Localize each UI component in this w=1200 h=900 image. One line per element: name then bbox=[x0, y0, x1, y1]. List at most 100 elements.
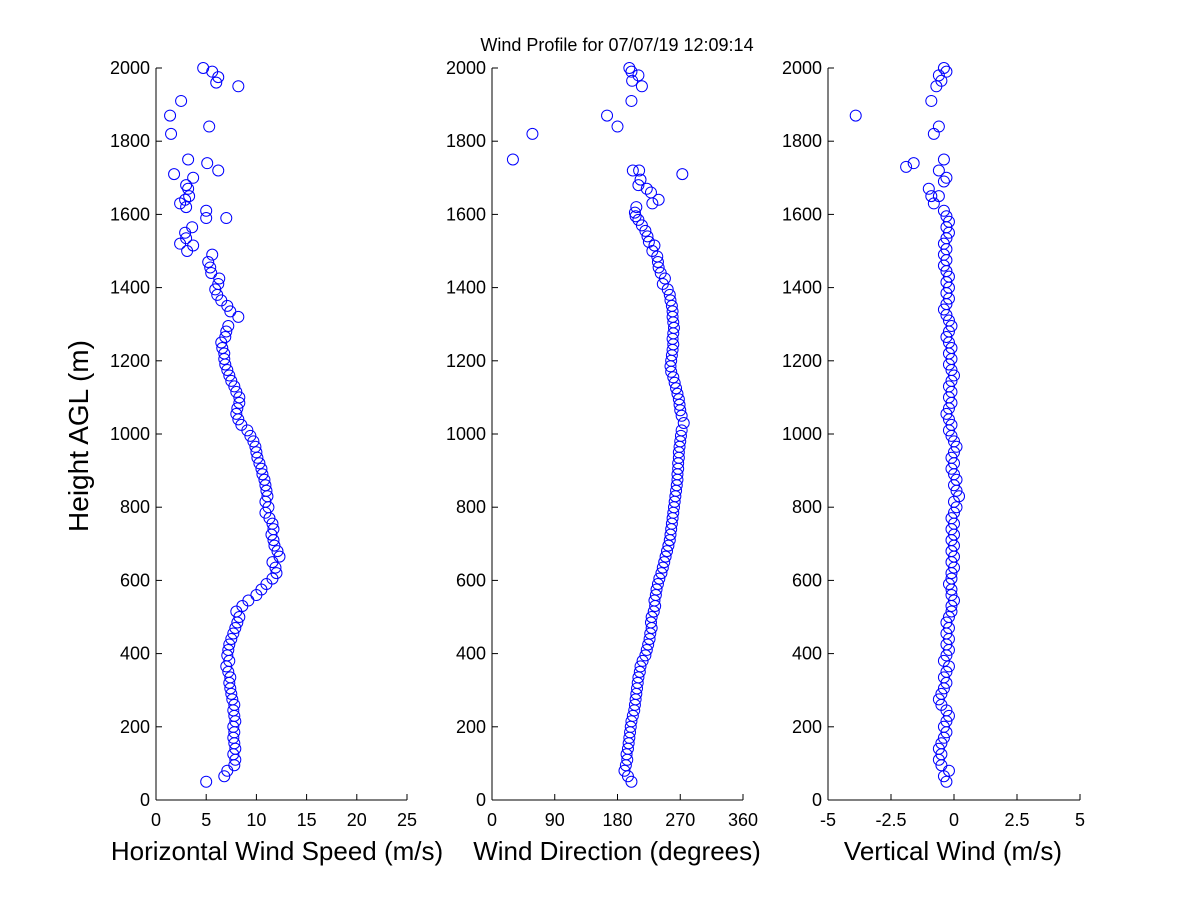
data-point bbox=[229, 621, 242, 634]
data-point bbox=[942, 709, 955, 722]
data-point bbox=[213, 272, 226, 285]
data-point bbox=[634, 173, 647, 186]
data-point bbox=[651, 255, 664, 268]
data-point bbox=[676, 168, 689, 181]
data-point bbox=[200, 204, 213, 217]
y-tick-label: 0 bbox=[476, 790, 486, 810]
y-tick-label: 1000 bbox=[446, 424, 486, 444]
y-tick-label: 200 bbox=[120, 717, 150, 737]
data-point bbox=[168, 168, 181, 181]
data-point bbox=[937, 303, 950, 316]
data-point bbox=[625, 715, 638, 728]
data-point bbox=[227, 627, 240, 640]
data-point bbox=[200, 212, 213, 225]
data-point bbox=[632, 213, 645, 226]
figure-title: Wind Profile for 07/07/19 12:09:14 bbox=[480, 35, 753, 55]
data-point bbox=[249, 440, 262, 453]
data-point bbox=[205, 266, 218, 279]
data-point bbox=[224, 305, 237, 318]
data-point bbox=[937, 671, 950, 684]
y-tick-label: 1800 bbox=[782, 131, 822, 151]
y-tick-label: 200 bbox=[792, 717, 822, 737]
data-point bbox=[209, 283, 222, 296]
data-point bbox=[197, 62, 210, 74]
data-point bbox=[273, 550, 286, 563]
data-point bbox=[642, 235, 655, 248]
data-point bbox=[640, 643, 653, 656]
data-point bbox=[626, 164, 639, 177]
data-point bbox=[940, 171, 953, 184]
data-point bbox=[945, 572, 958, 585]
data-point bbox=[940, 210, 953, 223]
data-point bbox=[258, 473, 271, 486]
data-point bbox=[942, 380, 955, 393]
data-point bbox=[634, 660, 647, 673]
data-point bbox=[664, 294, 677, 307]
data-point bbox=[223, 369, 236, 382]
data-point bbox=[945, 605, 958, 618]
data-point bbox=[187, 171, 200, 184]
data-point bbox=[250, 446, 263, 459]
data-point bbox=[232, 310, 245, 323]
x-tick-label: 20 bbox=[347, 810, 367, 830]
data-point bbox=[945, 512, 958, 525]
panel-wind-direction: 0 200 400 600 800 1000 1200 1400 1600 1800 2000 0 90… bbox=[446, 58, 761, 866]
y-tick-label: 1800 bbox=[446, 131, 486, 151]
y-tick-label: 1600 bbox=[446, 204, 486, 224]
data-point bbox=[942, 314, 955, 327]
y-tick-label: 400 bbox=[120, 644, 150, 664]
data-point bbox=[937, 720, 950, 733]
data-point bbox=[200, 775, 213, 788]
data-point bbox=[233, 611, 246, 623]
data-point bbox=[942, 611, 955, 623]
data-point bbox=[224, 671, 237, 684]
data-point bbox=[651, 578, 664, 591]
y-tick-label: 0 bbox=[812, 790, 822, 810]
data-point bbox=[165, 127, 178, 140]
data-point bbox=[671, 387, 684, 400]
data-point bbox=[618, 764, 631, 777]
data-point bbox=[672, 393, 685, 406]
data-point bbox=[945, 341, 958, 354]
data-point bbox=[935, 687, 948, 700]
data-point bbox=[940, 775, 953, 788]
x-tick-label: 180 bbox=[602, 810, 632, 830]
data-point bbox=[225, 632, 238, 645]
data-point bbox=[164, 109, 177, 122]
data-point bbox=[526, 127, 539, 140]
x-tick-label: 360 bbox=[728, 810, 758, 830]
data-point bbox=[623, 62, 636, 74]
data-point bbox=[201, 157, 214, 170]
data-point bbox=[950, 501, 963, 514]
data-point bbox=[267, 523, 280, 536]
data-point bbox=[244, 429, 257, 442]
x-tick-label: -5 bbox=[820, 810, 836, 830]
x-axis-label: Vertical Wind (m/s) bbox=[844, 836, 1062, 866]
data-point bbox=[268, 539, 281, 552]
y-axis-label: Height AGL (m) bbox=[63, 340, 94, 532]
y-tick-label: 2000 bbox=[782, 58, 822, 78]
data-point bbox=[187, 239, 200, 252]
data-point bbox=[668, 376, 681, 389]
data-point bbox=[633, 665, 646, 678]
x-tick-label: 15 bbox=[297, 810, 317, 830]
data-point bbox=[937, 204, 950, 217]
data-point bbox=[945, 451, 958, 464]
data-point bbox=[183, 190, 196, 203]
data-point bbox=[667, 371, 680, 384]
data-point bbox=[953, 490, 966, 503]
y-tick-label: 1800 bbox=[110, 131, 150, 151]
data-point bbox=[937, 175, 950, 188]
data-point bbox=[925, 94, 938, 107]
x-tick-label: 270 bbox=[665, 810, 695, 830]
data-point bbox=[644, 186, 657, 199]
data-point bbox=[645, 611, 658, 623]
y-tick-label: 600 bbox=[792, 570, 822, 590]
y-tick-label: 200 bbox=[456, 717, 486, 737]
data-point bbox=[641, 230, 654, 243]
x-tick-label: 0 bbox=[151, 810, 161, 830]
data-point bbox=[182, 153, 195, 166]
data-point bbox=[218, 770, 231, 783]
data-point bbox=[253, 457, 266, 470]
data-point bbox=[948, 594, 960, 607]
